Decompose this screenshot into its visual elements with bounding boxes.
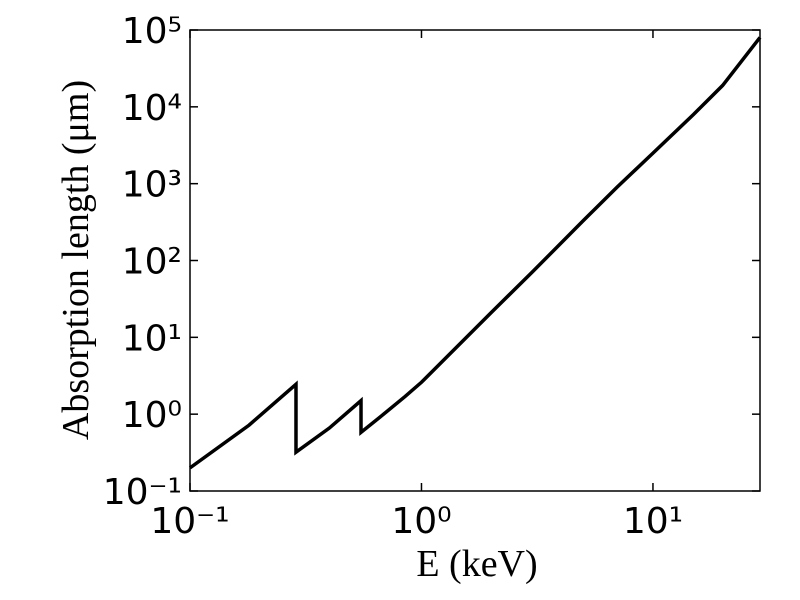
x-tick-label: 10⁻¹: [150, 501, 229, 542]
y-tick-label: 10¹: [122, 318, 182, 359]
y-tick-label: 10⁵: [122, 11, 182, 52]
data-line: [188, 36, 762, 470]
y-tick-label: 10³: [122, 165, 182, 206]
y-tick-label: 10⁰: [122, 395, 182, 436]
x-tick-label: 10⁰: [391, 501, 451, 542]
y-tick-label: 10⁴: [122, 88, 182, 129]
x-tick-label: 10¹: [623, 501, 683, 542]
x-axis-label: E (keV): [416, 543, 537, 585]
plot-frame: [189, 29, 761, 492]
y-tick-label: 10⁻¹: [103, 472, 182, 513]
y-axis-label: Absorption length (μm): [55, 80, 97, 440]
y-tick-label: 10²: [122, 242, 182, 283]
